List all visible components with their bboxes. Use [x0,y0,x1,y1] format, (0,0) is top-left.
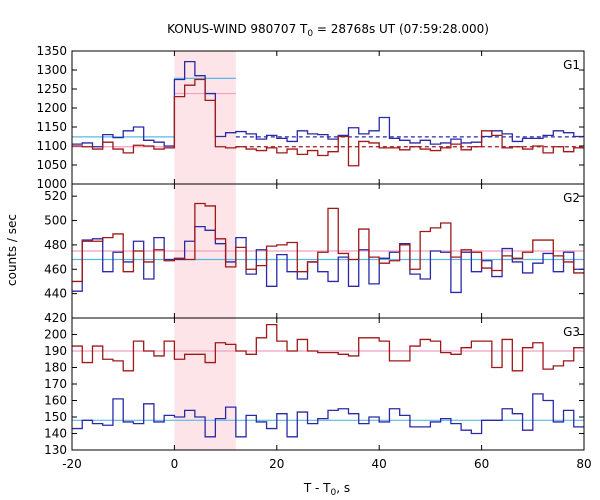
y-tick-label: 140 [44,427,67,441]
y-tick-label: 180 [44,361,67,375]
series-blue [72,60,584,148]
y-tick-label: 1150 [36,120,67,134]
y-tick-label: 160 [44,394,67,408]
y-tick-label: 1050 [36,158,67,172]
y-tick-label: 1100 [36,139,67,153]
series-red [72,323,584,372]
x-tick-label: 0 [171,457,179,471]
y-tick-label: 500 [44,214,67,228]
y-tick-label: 170 [44,377,67,391]
y-tick-label: 420 [44,311,67,325]
plot-area: 10001050110011501200125013001350G1420440… [36,44,591,471]
x-tick-label: 20 [269,457,284,471]
series-blue [72,393,584,438]
panel-frame [71,50,585,185]
panel-label: G1 [563,58,580,72]
panel-g2: 420 440 460 480 500 520 G2 [44,183,585,325]
y-tick-label: 460 [44,262,67,276]
y-tick-label: 1250 [36,82,67,96]
x-axis-label: T - T0, s [303,481,350,498]
y-tick-label: 1300 [36,63,67,77]
panel-label: G2 [563,191,580,205]
x-tick-label: -20 [62,457,82,471]
chart-title: KONUS-WIND 980707 T0 = 28768s UT (07:59:… [167,22,489,39]
y-tick-label: 200 [44,328,67,342]
y-tick-label: 480 [44,238,67,252]
y-tick-label: 190 [44,344,67,358]
y-axis-label: counts / sec [5,214,19,286]
x-tick-label: 60 [474,457,489,471]
y-tick-label: 1350 [36,44,67,58]
y-tick-label: 1000 [36,177,67,191]
series-red [72,78,584,167]
series-red [72,202,584,283]
panel-g3: 130 140 150 160 170 180 190 200 G3 [44,317,585,457]
y-tick-label: 150 [44,410,67,424]
highlight-band [174,51,236,184]
y-tick-label: 440 [44,287,67,301]
panel-label: G3 [563,325,580,339]
panel-frame [71,317,585,451]
y-tick-label: 1200 [36,101,67,115]
y-tick-label: 520 [44,189,67,203]
y-tick-label: 130 [44,443,67,457]
series-blue [72,225,584,294]
x-tick-label: 80 [576,457,591,471]
x-tick-label: 40 [372,457,387,471]
panel-g1: 1000 1050 1100 1150 1200 1250 1300 1350 G1 [36,44,585,191]
